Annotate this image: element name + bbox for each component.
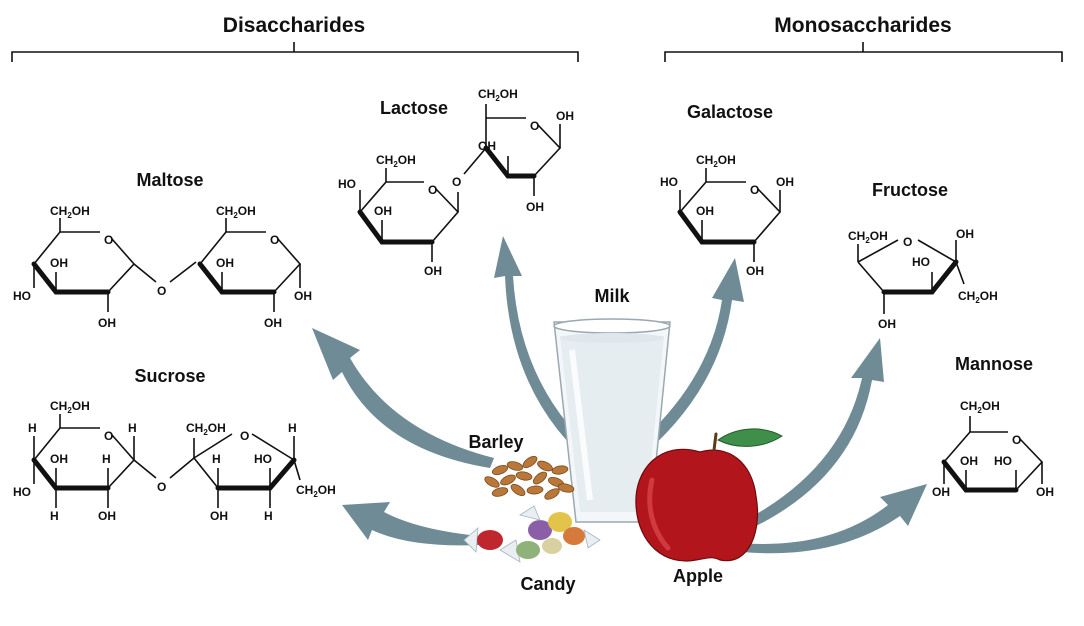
maltose-structure: O CH2OH OH HO OH O O CH2OH OH OH OH (13, 204, 312, 330)
svg-text:H: H (128, 421, 137, 435)
svg-text:OH: OH (478, 139, 496, 153)
monosaccharides-bracket (664, 42, 1063, 62)
svg-text:OH: OH (374, 204, 392, 218)
svg-text:OH: OH (526, 200, 544, 214)
svg-text:O: O (750, 183, 759, 197)
milk-glass-illustration (553, 318, 671, 523)
svg-text:CH2OH: CH2OH (50, 399, 90, 415)
svg-text:CH2OH: CH2OH (478, 87, 518, 103)
maltose-label: Maltose (136, 170, 203, 190)
svg-text:HO: HO (13, 289, 31, 303)
arrow-to-mannose (740, 484, 927, 554)
candy-illustration (463, 505, 601, 563)
svg-text:CH2OH: CH2OH (50, 204, 90, 220)
svg-text:O: O (270, 233, 279, 247)
arrow-to-maltose (312, 328, 494, 468)
svg-text:H: H (102, 452, 111, 466)
candy-label: Candy (520, 574, 575, 594)
svg-text:OH: OH (932, 485, 950, 499)
svg-text:OH: OH (50, 452, 68, 466)
svg-text:H: H (264, 509, 273, 523)
svg-text:HO: HO (660, 175, 678, 189)
svg-text:OH: OH (98, 509, 116, 523)
svg-text:OH: OH (960, 454, 978, 468)
apple-illustration (635, 428, 783, 562)
svg-text:OH: OH (50, 256, 68, 270)
svg-text:O: O (104, 429, 113, 443)
svg-text:HO: HO (13, 485, 31, 499)
svg-text:HO: HO (912, 255, 930, 269)
svg-text:OH: OH (294, 289, 312, 303)
svg-text:OH: OH (1036, 485, 1054, 499)
svg-text:OH: OH (696, 204, 714, 218)
svg-text:CH2OH: CH2OH (960, 399, 1000, 415)
disaccharides-header: Disaccharides (223, 14, 365, 37)
svg-text:CH2OH: CH2OH (186, 421, 226, 437)
svg-text:CH2OH: CH2OH (696, 153, 736, 169)
svg-text:O: O (1012, 433, 1021, 447)
arrows (312, 236, 927, 554)
svg-text:HO: HO (994, 454, 1012, 468)
svg-text:OH: OH (210, 509, 228, 523)
barley-label: Barley (468, 432, 523, 452)
svg-text:OH: OH (424, 264, 442, 278)
svg-text:OH: OH (776, 175, 794, 189)
svg-text:CH2OH: CH2OH (296, 483, 336, 499)
apple-label: Apple (673, 566, 723, 586)
barley-illustration (484, 455, 575, 500)
svg-text:OH: OH (264, 316, 282, 330)
monosaccharides-header: Monosaccharides (774, 14, 951, 37)
svg-text:O: O (428, 183, 437, 197)
arrow-to-sucrose (342, 502, 480, 546)
svg-text:HO: HO (254, 452, 272, 466)
svg-text:CH2OH: CH2OH (958, 289, 998, 305)
svg-text:H: H (28, 421, 37, 435)
sucrose-structure: O CH2OH H OH HO H H OH H O O CH2OH H HO … (13, 399, 336, 523)
svg-text:OH: OH (746, 264, 764, 278)
galactose-structure: O CH2OH HO OH OH OH (660, 153, 794, 278)
mannose-label: Mannose (955, 354, 1033, 374)
fructose-structure: O CH2OH HO OH OH CH2OH (848, 227, 998, 331)
svg-text:H: H (50, 509, 59, 523)
svg-text:O: O (104, 233, 113, 247)
mannose-structure: O CH2OH OH HO OH OH (932, 399, 1054, 499)
svg-text:HO: HO (338, 177, 356, 191)
fructose-label: Fructose (872, 180, 948, 200)
galactose-label: Galactose (687, 102, 773, 122)
lactose-label: Lactose (380, 98, 448, 118)
arrow-to-lactose (494, 236, 606, 470)
svg-text:OH: OH (878, 317, 896, 331)
svg-text:H: H (288, 421, 297, 435)
lactose-structure: O CH2OH HO OH OH O O CH2OH OH OH OH (338, 87, 574, 278)
svg-text:H: H (212, 452, 221, 466)
arrow-to-fructose (742, 338, 884, 530)
arrow-to-galactose (606, 258, 744, 478)
svg-text:CH2OH: CH2OH (216, 204, 256, 220)
svg-text:CH2OH: CH2OH (376, 153, 416, 169)
disaccharides-bracket (11, 42, 579, 62)
sucrose-label: Sucrose (134, 366, 205, 386)
svg-text:O: O (240, 429, 249, 443)
svg-text:O: O (452, 175, 461, 189)
svg-text:OH: OH (556, 109, 574, 123)
svg-text:OH: OH (216, 256, 234, 270)
svg-text:OH: OH (956, 227, 974, 241)
milk-label: Milk (594, 286, 630, 306)
svg-text:O: O (530, 119, 539, 133)
svg-text:CH2OH: CH2OH (848, 229, 888, 245)
svg-text:O: O (157, 284, 166, 298)
svg-text:OH: OH (98, 316, 116, 330)
svg-text:O: O (157, 480, 166, 494)
svg-text:O: O (903, 235, 912, 249)
